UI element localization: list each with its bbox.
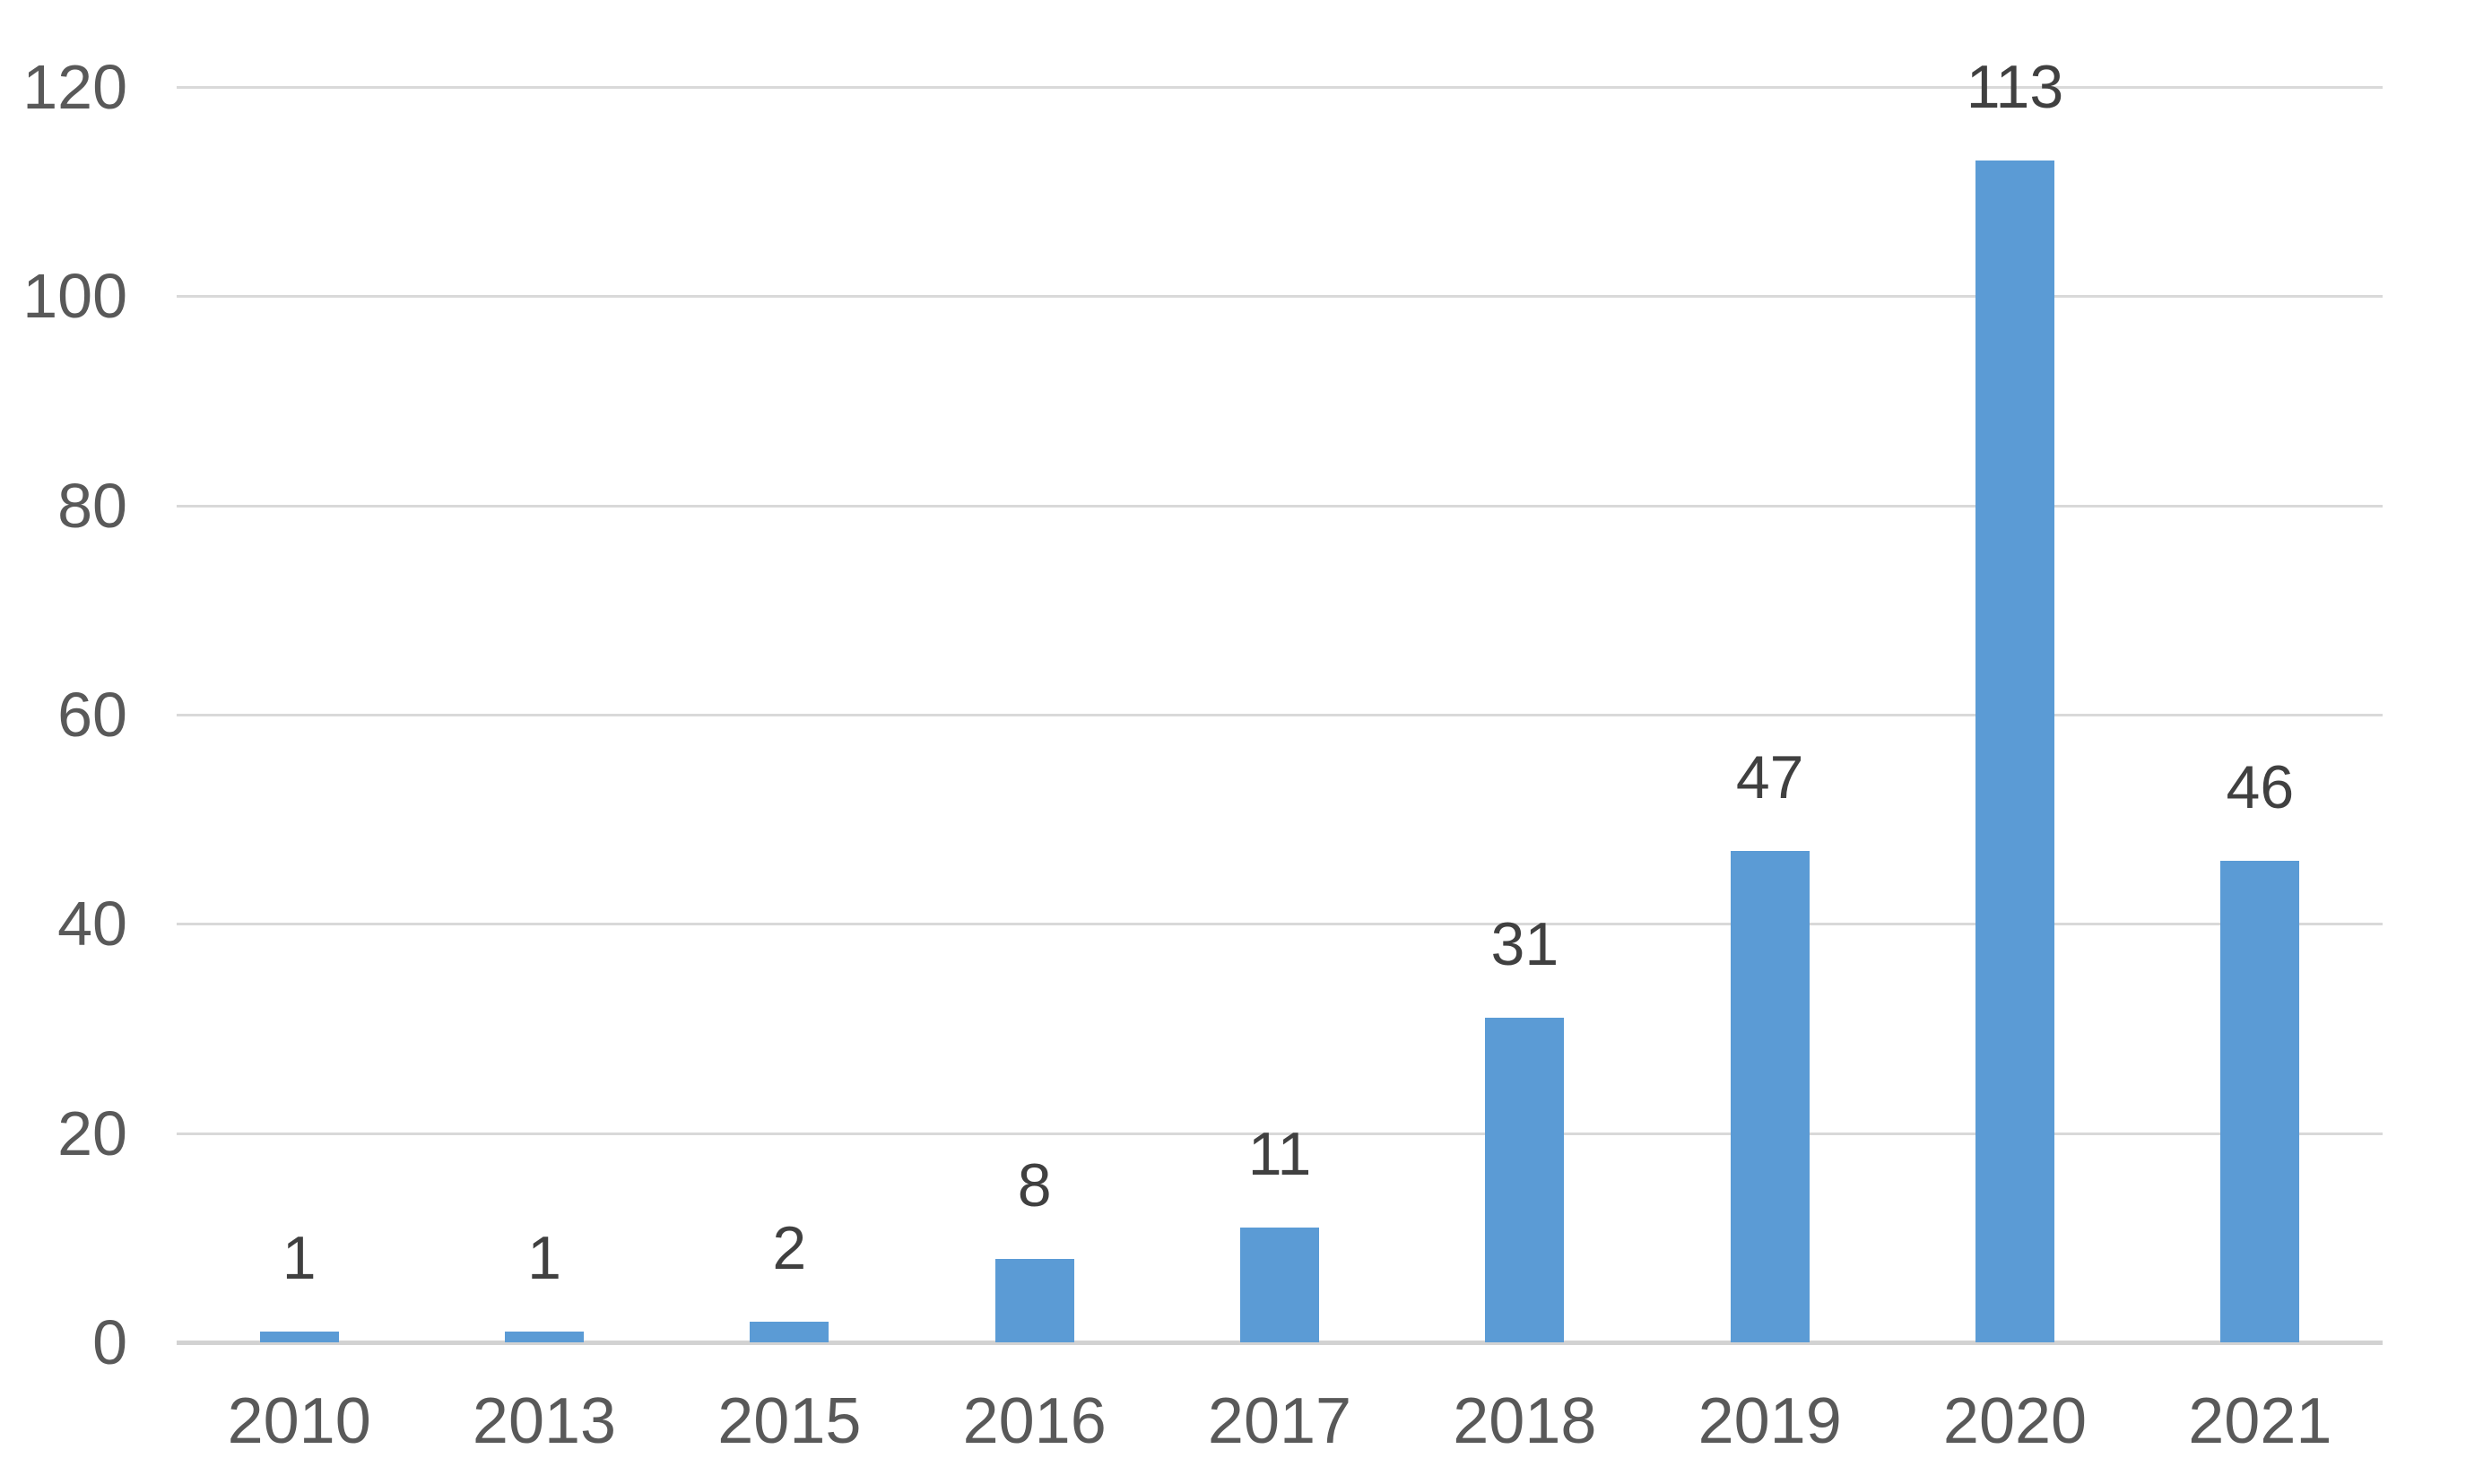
x-axis-tick-label: 2010 bbox=[227, 1385, 371, 1457]
bar-2018 bbox=[1485, 1018, 1565, 1342]
gridline bbox=[177, 923, 2383, 926]
bar-2015 bbox=[750, 1321, 829, 1342]
y-axis-tick-label: 60 bbox=[57, 680, 127, 750]
y-axis-tick-label: 20 bbox=[57, 1098, 127, 1168]
gridline bbox=[177, 504, 2383, 508]
bar-2016 bbox=[994, 1258, 1074, 1342]
y-axis-tick-label: 120 bbox=[22, 52, 127, 122]
bar-2020 bbox=[1975, 160, 2054, 1342]
x-axis-tick-label: 2015 bbox=[717, 1385, 862, 1457]
bar-value-label: 1 bbox=[527, 1224, 561, 1293]
x-axis-tick-label: 2020 bbox=[1942, 1385, 2088, 1457]
bar-value-label: 113 bbox=[1966, 52, 2064, 121]
gridline bbox=[177, 295, 2383, 299]
x-axis-tick-label: 2018 bbox=[1453, 1385, 1597, 1457]
bar-2021 bbox=[2220, 861, 2300, 1342]
y-axis-tick-label: 100 bbox=[22, 261, 127, 332]
bar-value-label: 11 bbox=[1247, 1119, 1312, 1188]
x-axis-tick-label: 2016 bbox=[962, 1385, 1107, 1457]
x-axis-tick-label: 2013 bbox=[472, 1385, 617, 1457]
y-axis-tick-label: 40 bbox=[57, 889, 127, 959]
y-axis-tick-label: 0 bbox=[92, 1307, 127, 1377]
x-axis-tick-label: 2019 bbox=[1698, 1385, 1842, 1457]
gridline bbox=[177, 86, 2383, 89]
x-axis-line bbox=[177, 1341, 2383, 1345]
bar-value-label: 31 bbox=[1490, 910, 1559, 979]
bar-value-label: 8 bbox=[1017, 1150, 1052, 1219]
bar-value-label: 2 bbox=[772, 1213, 807, 1282]
bar-2019 bbox=[1730, 850, 1810, 1342]
bar-2010 bbox=[259, 1332, 339, 1342]
y-axis-tick-label: 80 bbox=[57, 470, 127, 541]
x-axis-tick-label: 2017 bbox=[1207, 1385, 1352, 1457]
gridline bbox=[177, 714, 2383, 716]
gridline bbox=[177, 1132, 2383, 1135]
bar-2017 bbox=[1240, 1227, 1319, 1342]
bar-value-label: 46 bbox=[2226, 753, 2295, 822]
x-axis-tick-label: 2021 bbox=[2188, 1385, 2332, 1457]
bar-2013 bbox=[505, 1332, 584, 1342]
bar-value-label: 1 bbox=[282, 1224, 317, 1293]
bar-value-label: 47 bbox=[1735, 742, 1804, 811]
